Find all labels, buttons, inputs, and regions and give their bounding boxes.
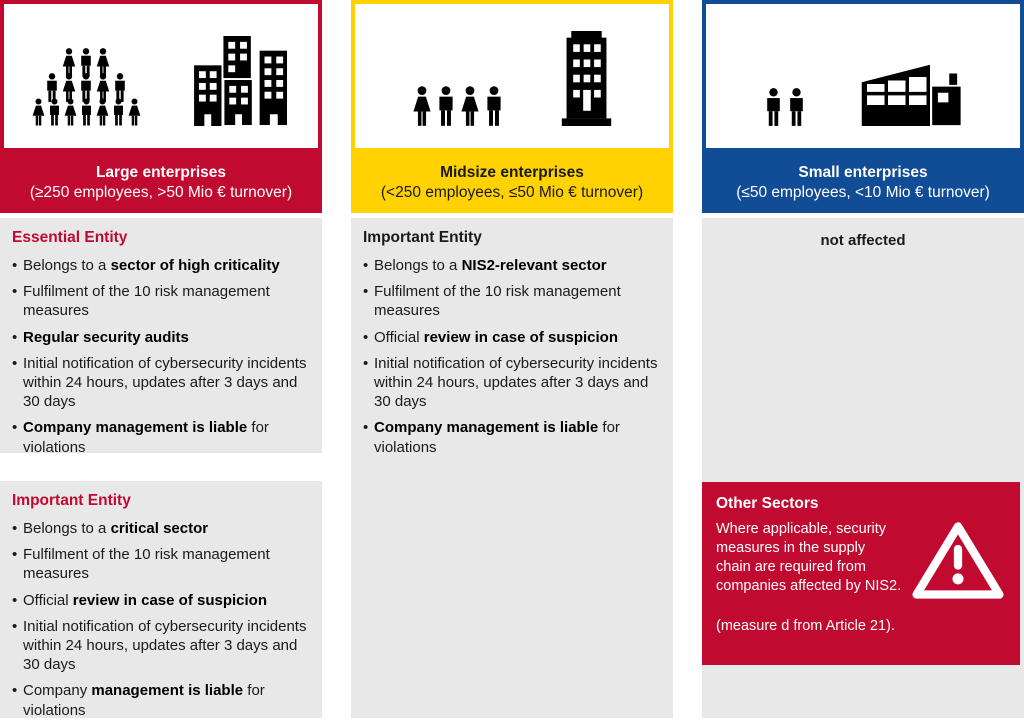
column-small-enterprises: Small enterprises (≤50 employees, <10 Mi… — [702, 0, 1024, 718]
bullet-item: • Initial notification of cybersecurity i… — [12, 617, 307, 674]
bullet-item: • Belongs to a sector of high criticality — [12, 257, 280, 274]
warning-triangle-icon — [908, 520, 1008, 601]
people-group-icon — [410, 86, 506, 126]
bullet-item: • Company management is liable for violat… — [12, 682, 265, 718]
bullet-item: • Official review in case of suspicion — [363, 328, 618, 346]
column-title: Large enterprises — [95, 163, 227, 181]
bullet-item: • Fulfilment of the 10 risk management me… — [12, 283, 270, 320]
bullet-item: • Regular security audits — [12, 328, 189, 346]
bullet-item: • Belongs to a critical sector — [12, 520, 209, 537]
column-header-small: Small enterprises (≤50 employees, <10 Mi… — [702, 152, 1024, 213]
bullet-item: • Initial notification of cybersecurity i… — [363, 354, 658, 411]
bullet-item: • Official review in case of suspicion — [12, 591, 267, 609]
section-heading: Important Entity — [363, 229, 482, 246]
city-buildings-icon — [194, 36, 292, 126]
requirements-list: • Belongs to a sector of high criticality… — [12, 256, 312, 453]
large-enterprise-icon-box — [0, 0, 322, 152]
column-header-midsize: Midsize enterprises (<250 employees, ≤50… — [351, 152, 673, 213]
column-subtitle: (≥250 employees, >50 Mio € turnover) — [29, 183, 293, 201]
bullet-item: • Fulfilment of the 10 risk management me… — [363, 283, 621, 320]
column-midsize-enterprises: Midsize enterprises (<250 employees, ≤50… — [351, 0, 673, 718]
office-tower-icon — [558, 31, 615, 126]
column-subtitle: (<250 employees, ≤50 Mio € turnover) — [380, 183, 644, 201]
column-large-enterprises: Large enterprises (≥250 employees, >50 M… — [0, 0, 322, 718]
essential-entity-section: Essential Entity • Belongs to a sector of… — [0, 218, 322, 453]
important-entity-section-large: Important Entity • Belongs to a critical … — [0, 481, 322, 718]
requirements-list: • Belongs to a NIS2-relevant sector • Fulfi… — [363, 256, 663, 457]
callout-body: Where applicable, security measures in t… — [716, 521, 902, 595]
column-header-large: Large enterprises (≥250 employees, >50 M… — [0, 152, 322, 213]
callout-title: Other Sectors — [716, 495, 819, 512]
crowd-pyramid-icon — [30, 48, 142, 126]
callout-footnote: (measure d from Article 21). — [716, 618, 895, 634]
people-pair-icon — [762, 88, 808, 126]
section-heading: Essential Entity — [12, 229, 128, 246]
factory-icon — [860, 63, 965, 126]
bullet-item: • Company management is liable for violat… — [12, 419, 269, 453]
column-subtitle: (≤50 employees, <10 Mio € turnover) — [736, 183, 990, 201]
column-title: Midsize enterprises — [440, 163, 584, 181]
bullet-item: • Company management is liable for violat… — [363, 419, 620, 456]
midsize-enterprise-icon-box — [351, 0, 673, 152]
bullet-item: • Initial notification of cybersecurity i… — [12, 354, 307, 411]
small-enterprise-icon-box — [702, 0, 1024, 152]
other-sectors-callout: Other Sectors Where applicable, security… — [702, 482, 1020, 665]
status-label: not affected — [820, 232, 906, 249]
important-entity-section-midsize: Important Entity • Belongs to a NIS2-rele… — [351, 218, 673, 718]
small-enterprise-panel: not affected Other Sectors Where applica… — [702, 218, 1024, 718]
bullet-item: • Belongs to a NIS2-relevant sector — [363, 257, 607, 274]
section-heading: Important Entity — [12, 492, 131, 509]
column-title: Small enterprises — [798, 163, 928, 181]
bullet-item: • Fulfilment of the 10 risk management me… — [12, 546, 270, 583]
requirements-list: • Belongs to a critical sector • Fulfilment… — [12, 519, 312, 718]
